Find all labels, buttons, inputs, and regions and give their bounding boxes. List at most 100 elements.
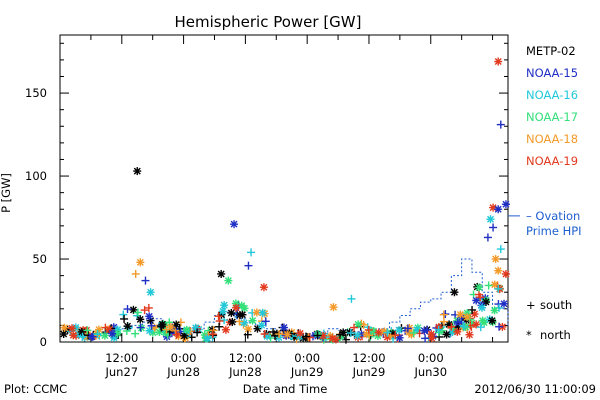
mark-stroke-d2 (494, 267, 502, 275)
legend-marker-label: north (540, 328, 571, 342)
data-point (404, 328, 413, 337)
mark-stroke-d2 (263, 332, 271, 340)
data-point (247, 248, 256, 257)
mark-stroke-d2 (502, 200, 510, 208)
y-tick-label: 0 (40, 335, 47, 349)
mark-stroke-d2 (260, 283, 268, 291)
data-point (302, 332, 311, 341)
mark-stroke-d2 (471, 310, 479, 318)
mark-stroke-d2 (463, 313, 471, 321)
mark-stroke-d2 (236, 311, 244, 319)
data-point (258, 308, 267, 317)
data-point (257, 321, 266, 330)
data-point (131, 269, 140, 278)
mark-stroke-d2 (224, 277, 232, 285)
plot-frame (59, 34, 509, 343)
data-point (347, 294, 356, 303)
data-point (296, 329, 305, 338)
x-tick-label-date: Jun27 (104, 365, 138, 379)
data-point (93, 330, 102, 339)
mark-stroke-d2 (380, 328, 388, 336)
mark-stroke-d2 (60, 330, 68, 338)
x-tick-label-time: 12:00 (229, 351, 262, 365)
x-tick-label-time: 0:00 (418, 351, 444, 365)
mark-stroke-d2 (101, 332, 109, 340)
plot-axes: 05010015012:00Jun270:00Jun2812:00Jun280:… (25, 34, 509, 379)
data-point (240, 304, 249, 313)
mark-stroke-d2 (445, 320, 453, 328)
mark-stroke-d2 (244, 325, 252, 333)
data-point (214, 312, 223, 321)
data-point (131, 329, 140, 338)
mark-stroke-d2 (136, 258, 144, 266)
data-point (162, 325, 171, 334)
data-point (59, 330, 68, 339)
data-point (439, 310, 448, 319)
mark-stroke-d2 (60, 324, 68, 332)
mark-stroke-d2 (151, 324, 159, 332)
data-point (383, 328, 392, 337)
plot-credit: Plot: CCMC (4, 382, 67, 396)
mark-stroke-d2 (253, 308, 261, 316)
x-tick-label-time: 0:00 (171, 351, 197, 365)
mark-stroke-d2 (296, 329, 304, 337)
data-point (191, 323, 200, 332)
data-point (484, 281, 493, 290)
data-point (141, 276, 150, 285)
data-point (421, 334, 430, 343)
data-point (218, 307, 227, 316)
mark-stroke-d2 (370, 327, 378, 335)
data-point (305, 333, 314, 342)
y-tick-label: 50 (32, 252, 47, 266)
mark-stroke-d2 (258, 321, 266, 329)
data-point (100, 331, 109, 340)
mark-stroke-d2 (136, 315, 144, 323)
x-tick-label-time: 0:00 (294, 351, 320, 365)
mark-stroke-d2 (383, 333, 391, 341)
data-point (145, 326, 154, 335)
data-point (478, 303, 487, 312)
data-point (193, 328, 202, 337)
mark-stroke-d2 (491, 306, 499, 314)
data-point (146, 288, 155, 297)
x-tick-label-time: 12:00 (352, 351, 385, 365)
data-point (172, 330, 181, 339)
data-point (453, 327, 462, 336)
y-axis-label: P [GW] (0, 173, 13, 213)
mark-stroke-d2 (147, 317, 154, 325)
x-tick-label-time: 12:00 (105, 351, 138, 365)
mark-stroke-d2 (283, 330, 291, 338)
data-point (157, 322, 166, 331)
mark-stroke-d2 (453, 328, 461, 336)
mark-stroke-d2 (339, 328, 347, 336)
data-point (476, 323, 485, 332)
data-point (275, 330, 284, 339)
mark-stroke-d2 (259, 309, 267, 317)
data-point (283, 330, 292, 339)
data-point (364, 325, 373, 334)
data-point (108, 329, 117, 338)
data-point (261, 317, 270, 326)
mark-stroke-d2 (145, 312, 153, 320)
legend-ovation-label: Prime HPI (526, 224, 582, 238)
data-point (259, 283, 268, 292)
data-point (460, 322, 469, 331)
mark-stroke-d2 (482, 298, 490, 306)
mark-stroke-d2 (227, 309, 235, 317)
data-point (244, 325, 253, 334)
mark-stroke-d2 (472, 320, 480, 328)
data-point (478, 316, 487, 325)
data-point (147, 321, 156, 330)
mark-stroke-d2 (492, 255, 500, 263)
data-point (60, 323, 69, 332)
data-point (120, 314, 129, 323)
x-tick-label-date: Jun30 (413, 365, 447, 379)
mark-stroke-d2 (192, 324, 200, 332)
mark-stroke-d2 (488, 317, 496, 325)
mark-stroke-d2 (420, 327, 428, 335)
mark-stroke-d2 (280, 324, 288, 332)
mark-stroke-d2 (69, 331, 77, 339)
data-point (450, 288, 459, 297)
data-point (496, 120, 505, 129)
